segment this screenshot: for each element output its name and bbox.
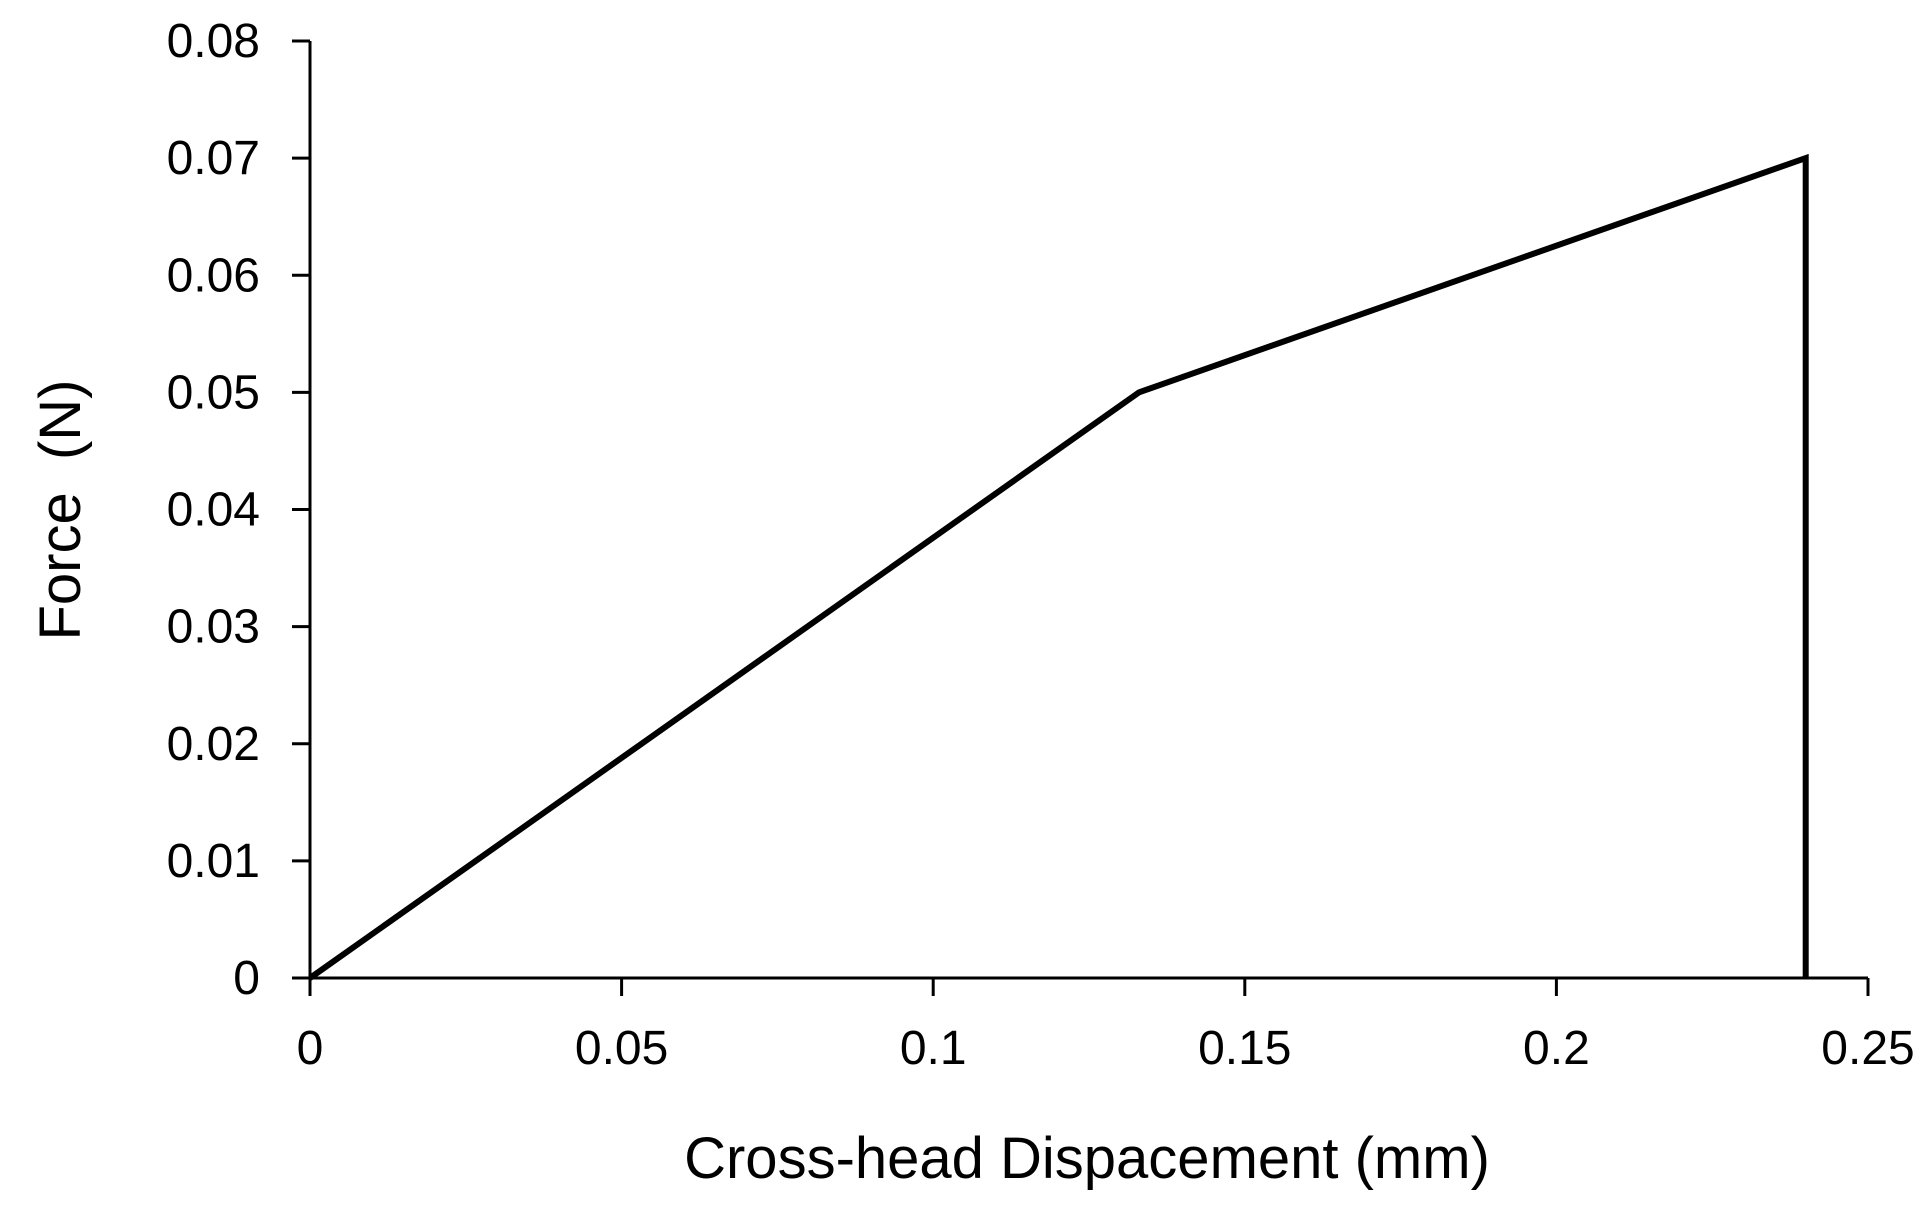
x-tick-label: 0.15 [1198, 1022, 1291, 1075]
y-tick-label: 0.01 [167, 835, 260, 888]
x-tick-label: 0.05 [575, 1022, 668, 1075]
x-tick-label: 0.1 [900, 1022, 967, 1075]
x-tick-label: 0.25 [1821, 1022, 1914, 1075]
y-tick-label: 0.06 [167, 249, 260, 302]
x-tick-label: 0 [297, 1022, 324, 1075]
x-axis-title: Cross-head Dispacement (mm) [684, 1126, 1490, 1191]
y-axis-title: Force (N) [28, 380, 93, 641]
y-tick-label: 0.07 [167, 132, 260, 185]
y-tick-label: 0.05 [167, 366, 260, 419]
series-line [308, 153, 1809, 981]
y-tick-label: 0.03 [167, 601, 260, 654]
y-tick-label: 0.02 [167, 718, 260, 771]
x-axis: 0 0.05 0.1 0.15 0.2 0.25 [297, 976, 1915, 1075]
x-tick-label: 0.2 [1523, 1022, 1590, 1075]
series-group [308, 153, 1809, 981]
y-tick-label: 0.08 [167, 15, 260, 68]
y-tick-label: 0.04 [167, 484, 260, 537]
y-axis: 0 0.01 0.02 0.03 0.04 0.05 0.06 0.07 0.08 [167, 15, 312, 1005]
y-tick-label: 0 [233, 952, 260, 1005]
